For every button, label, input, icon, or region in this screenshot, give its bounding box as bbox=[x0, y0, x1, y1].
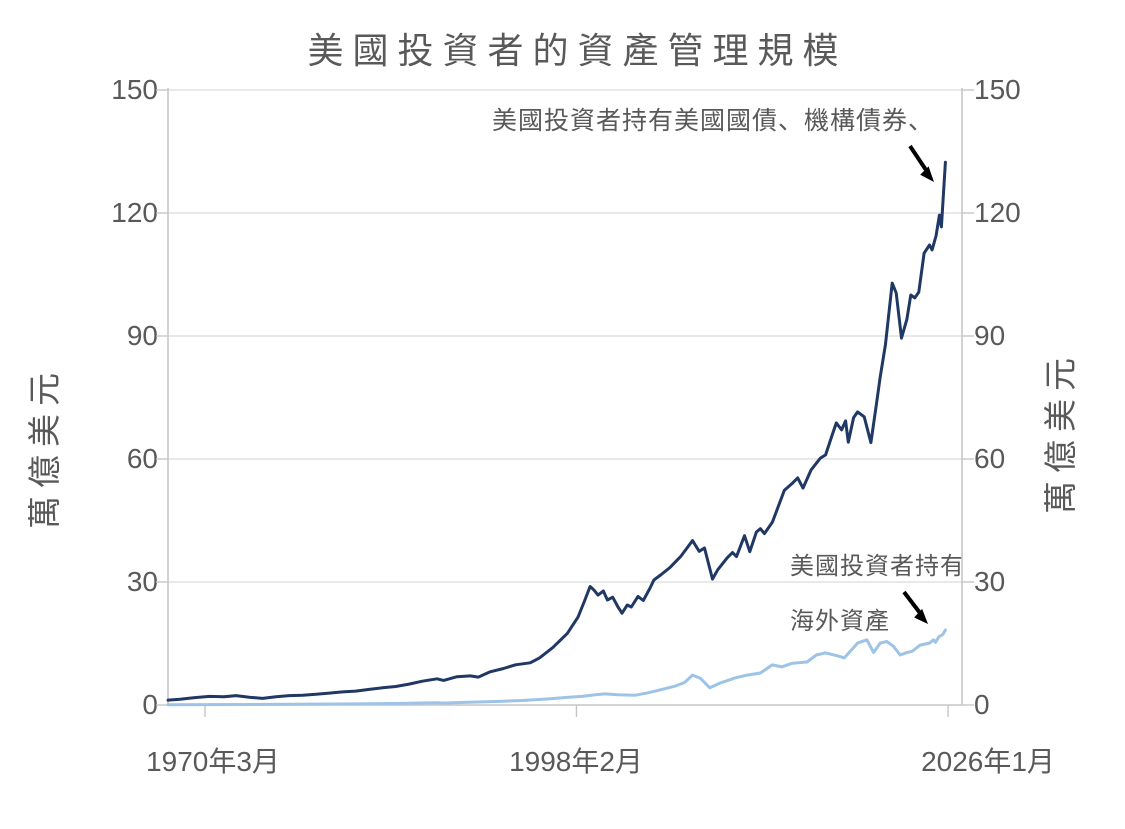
annotation-arrow-series1 bbox=[908, 144, 928, 172]
ytick-right-120: 120 bbox=[974, 197, 1021, 228]
gridlines-group bbox=[156, 88, 974, 717]
annotation-series2-line2: 海外資產 bbox=[790, 608, 890, 635]
xtick-1970: 1970年3月 bbox=[146, 746, 280, 777]
series-line-1 bbox=[166, 160, 947, 702]
annotation-arrows-group bbox=[902, 144, 934, 624]
annotation-series2-line1: 美國投資者持有 bbox=[790, 553, 965, 580]
ytick-left-60: 60 bbox=[126, 443, 158, 474]
ytick-right-0: 0 bbox=[974, 689, 990, 720]
annotation-arrow-series2-head bbox=[914, 608, 928, 624]
chart-title: 美國投資者的資產管理規模 bbox=[307, 30, 848, 71]
ytick-left-30: 30 bbox=[126, 566, 158, 597]
annotation-series1: 美國投資者持有美國國債、機構債券、 bbox=[492, 107, 935, 135]
ytick-right-60: 60 bbox=[974, 443, 1006, 474]
annotation-arrow-series2 bbox=[902, 590, 922, 615]
ytick-left-90: 90 bbox=[126, 320, 158, 351]
ytick-left-0: 0 bbox=[142, 689, 158, 720]
series-lines-group bbox=[166, 160, 947, 707]
ytick-right-30: 30 bbox=[974, 566, 1006, 597]
ytick-right-150: 150 bbox=[974, 74, 1021, 105]
annotation-arrow-series1-head bbox=[920, 166, 934, 182]
ytick-left-150: 150 bbox=[111, 74, 158, 105]
series-line-2 bbox=[166, 628, 947, 707]
xtick-1998: 1998年2月 bbox=[509, 746, 643, 777]
ytick-left-120: 120 bbox=[111, 197, 158, 228]
ytick-right-90: 90 bbox=[974, 320, 1006, 351]
xtick-2026: 2026年1月 bbox=[921, 746, 1055, 777]
